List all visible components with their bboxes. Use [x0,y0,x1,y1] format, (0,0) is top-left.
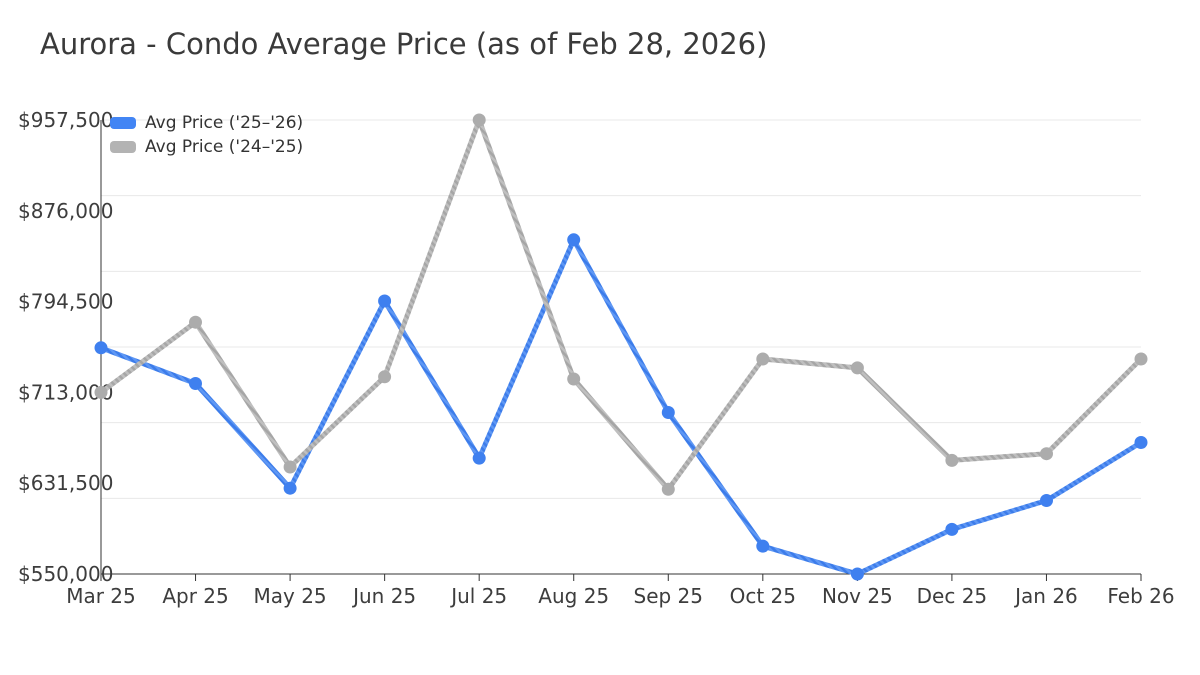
y-axis-tick-label: $550,000 [18,562,113,586]
x-axis-tick-label: Sep 25 [634,584,704,608]
x-axis-tick-label: Oct 25 [730,584,796,608]
data-point[interactable] [189,377,202,390]
data-point[interactable] [378,294,392,308]
x-axis-tick-label: Aug 25 [538,584,609,608]
series-line-25-26 [98,237,1144,577]
series-line-24-25 [98,117,1144,492]
legend: Avg Price ('25–'26) Avg Price ('24–'25) [110,111,303,158]
x-axis-tick-label: Jan 26 [1013,584,1078,608]
x-axis-tick-label: May 25 [254,584,327,608]
legend-label: Avg Price ('24–'25) [145,136,304,157]
data-point[interactable] [1134,436,1148,449]
legend-label: Avg Price ('25–'26) [145,112,304,133]
data-point[interactable] [850,567,864,581]
data-point[interactable] [850,361,864,375]
data-point[interactable] [378,370,392,384]
x-axis-tick-label: Jul 25 [449,584,507,608]
data-point[interactable] [756,352,770,366]
data-point[interactable] [472,113,486,127]
data-point[interactable] [1040,494,1053,507]
chart-title: Aurora - Condo Average Price (as of Feb … [40,27,768,61]
x-axis-tick-label: Jun 25 [351,584,416,608]
legend-item-avg-price-25-26[interactable]: Avg Price ('25–'26) [110,111,303,134]
data-point[interactable] [661,482,675,496]
data-point[interactable] [567,372,581,386]
data-point[interactable] [945,522,959,536]
data-point[interactable] [567,233,581,247]
y-axis-tick-label: $876,000 [18,199,113,223]
data-point[interactable] [1134,352,1148,366]
data-point[interactable] [472,451,486,465]
legend-swatch-25-26 [110,116,136,129]
x-axis-tick-label: Feb 26 [1107,584,1174,608]
legend-item-avg-price-24-25[interactable]: Avg Price ('24–'25) [110,135,303,158]
data-point[interactable] [1040,447,1053,461]
data-point[interactable] [661,406,675,419]
y-axis-tick-label: $794,500 [18,290,113,314]
x-axis-tick-label: Nov 25 [822,584,893,608]
data-point[interactable] [945,453,959,467]
data-point[interactable] [756,539,770,553]
data-point[interactable] [94,341,108,355]
y-axis-tick-label: $957,500 [18,108,113,132]
y-axis-tick-label: $631,500 [18,471,113,495]
data-point[interactable] [283,481,297,495]
data-point[interactable] [283,460,297,474]
x-axis-tick-label: Dec 25 [917,584,988,608]
data-point[interactable] [189,315,202,329]
x-axis-tick-label: Apr 25 [162,584,228,608]
legend-swatch-24-25 [110,140,136,153]
data-point[interactable] [94,385,108,399]
x-axis-tick-label: Mar 25 [66,584,136,608]
